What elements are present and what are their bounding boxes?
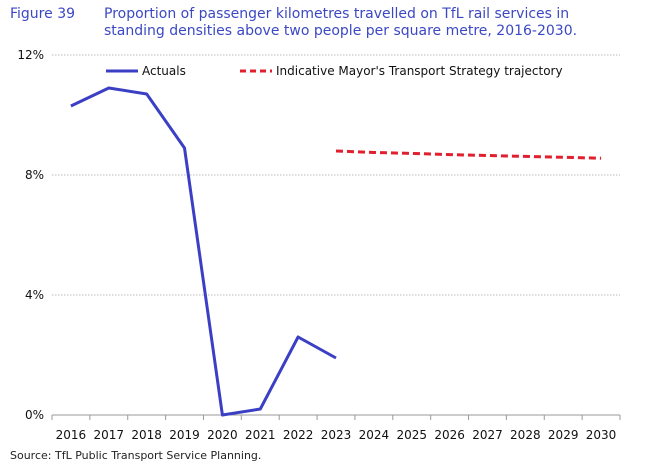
x-tick-label: 2019 <box>169 428 200 442</box>
y-tick-label: 0% <box>25 408 44 422</box>
figure-title: Proportion of passenger kilometres trave… <box>104 6 578 39</box>
legend: Actuals Indicative Mayor's Transport Stra… <box>106 64 563 78</box>
x-tick-label: 2016 <box>56 428 87 442</box>
axis-layer: 0% 4% 8% 12% 2016 2017 2018 2019 2020 2021 2022 202… <box>17 48 621 442</box>
x-tick-label: 2029 <box>548 428 579 442</box>
y-tick-label: 4% <box>25 288 44 302</box>
x-tick-label: 2018 <box>131 428 162 442</box>
series-line-trajectory <box>335 149 602 160</box>
x-tick-label: 2022 <box>283 428 314 442</box>
x-tick-label: 2028 <box>510 428 541 442</box>
series-line-actuals <box>70 86 337 417</box>
x-tick-label: 2030 <box>586 428 617 442</box>
x-tick-label: 2020 <box>207 428 238 442</box>
figure-number: Figure 39 <box>10 6 76 22</box>
y-tick-label: 8% <box>25 168 44 182</box>
series-layer <box>70 86 602 417</box>
x-tick-label: 2027 <box>472 428 503 442</box>
x-tick-label: 2017 <box>94 428 125 442</box>
y-tick-label: 12% <box>17 48 44 62</box>
source-note: Source: TfL Public Transport Service Pla… <box>10 449 262 462</box>
legend-label: Indicative Mayor's Transport Strategy tr… <box>276 64 563 78</box>
x-tick-label: 2025 <box>396 428 427 442</box>
x-tick-label: 2023 <box>321 428 352 442</box>
x-tick-label: 2026 <box>434 428 465 442</box>
legend-label: Actuals <box>142 64 186 78</box>
x-tick-label: 2024 <box>359 428 390 442</box>
x-tick-label: 2021 <box>245 428 276 442</box>
